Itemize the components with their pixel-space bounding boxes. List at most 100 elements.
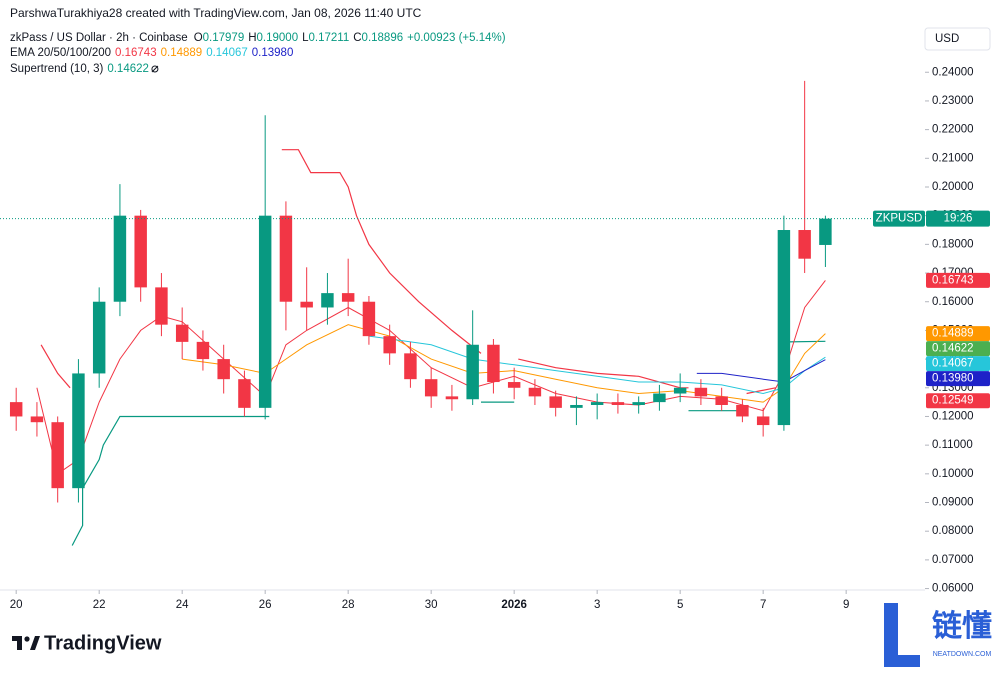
candle-body: [321, 293, 334, 308]
candle-body: [51, 422, 64, 489]
y-tick-label: 0.11000: [932, 439, 973, 451]
price-tag: [926, 272, 990, 288]
logo-dot: [24, 636, 30, 642]
candle-body: [736, 404, 749, 417]
y-tick-label: 0.22000: [932, 124, 974, 136]
x-tick-label: 7: [760, 599, 766, 611]
x-tick-label: 22: [93, 599, 106, 611]
candle-body: [570, 404, 583, 408]
y-tick-label: 0.07000: [932, 554, 974, 566]
last-price-symbol: ZKPUSD: [876, 213, 923, 225]
price-tag-label: 0.14889: [932, 328, 974, 340]
y-tick-label: 0.21000: [932, 152, 974, 164]
x-tick-label: 5: [677, 599, 683, 611]
candle-body: [9, 402, 23, 417]
candle-body: [819, 218, 832, 245]
candle-body: [279, 215, 293, 302]
candle-body: [549, 396, 562, 408]
candle-body: [300, 301, 313, 308]
candle-body: [777, 230, 791, 426]
ohlc-value: 0.17979: [203, 32, 245, 44]
candle-body: [238, 379, 251, 408]
candle-body: [92, 301, 106, 374]
x-tick-label: 9: [843, 599, 849, 611]
candle-body: [798, 230, 811, 259]
y-tick-label: 0.12000: [932, 410, 974, 422]
price-tag-label: 0.14622: [932, 343, 974, 355]
supertrend-label: Supertrend (10, 3): [10, 63, 104, 75]
y-tick-label: 0.16000: [932, 296, 974, 308]
candle-body: [30, 416, 44, 423]
candle-body: [632, 402, 645, 405]
candle-body: [611, 402, 625, 405]
ema-line: [696, 359, 826, 383]
x-tick-label: 30: [425, 599, 438, 611]
price-tag: [926, 326, 990, 342]
supertrend-line: [746, 387, 776, 395]
logo-mark: [12, 636, 22, 650]
price-tag-label: 0.14067: [932, 358, 974, 370]
candle-body: [673, 387, 687, 394]
supertrend-line: [40, 344, 71, 389]
candle-body: [134, 215, 147, 288]
ohlc-key: H: [248, 32, 256, 44]
last-price-symbol-box: [873, 210, 925, 227]
currency-box[interactable]: [924, 27, 991, 51]
y-tick-label: 0.20000: [932, 181, 974, 193]
y-tick-label: 0.24000: [932, 66, 974, 78]
price-tag: [926, 356, 990, 372]
ohlc-value: 0.18896: [362, 32, 404, 44]
price-tag-label: 0.16743: [932, 274, 974, 286]
x-tick-label: 20: [10, 599, 23, 611]
candle-body: [196, 341, 210, 360]
logo-mark: [30, 636, 40, 650]
price-tag-label: 0.12549: [932, 395, 974, 407]
candle-body: [175, 324, 189, 342]
candle-body: [756, 416, 770, 426]
ohlc-key: C: [353, 32, 361, 44]
y-tick-label: 0.06000: [932, 583, 974, 595]
tradingview-logo: TradingView: [12, 632, 162, 654]
candle-body: [445, 396, 459, 400]
ohlc-key: O: [194, 32, 203, 44]
price-tag: [926, 341, 990, 357]
logo-text: TradingView: [44, 632, 162, 654]
candle-body: [341, 293, 355, 302]
x-tick-label: 28: [342, 599, 355, 611]
ema-label: EMA 20/50/100/200: [10, 47, 111, 59]
x-tick-label: 24: [176, 599, 189, 611]
symbol-legend: zkPass / US Dollar · 2h · Coinbase O0.179…: [10, 32, 506, 44]
attribution: ParshwaTurakhiya28 created with TradingV…: [10, 6, 422, 20]
y-tick-label: 0.09000: [932, 497, 974, 509]
price-tag: [926, 393, 990, 409]
ema-value: 0.14889: [161, 47, 203, 59]
plot: [0, 80, 925, 546]
change: +0.00923 (+5.14%): [407, 32, 506, 44]
candle-body: [404, 353, 417, 380]
y-tick-label: 0.18000: [932, 238, 974, 250]
x-tick-label: 3: [594, 599, 600, 611]
ema-value: 0.13980: [252, 47, 294, 59]
supertrend-value: 0.14622: [107, 63, 149, 75]
supertrend-line: [281, 149, 482, 354]
price-tag: [926, 371, 990, 387]
candle-body: [528, 387, 542, 397]
y-tick-label: 0.10000: [932, 468, 974, 480]
candle-body: [487, 344, 500, 383]
candle-body: [694, 387, 708, 397]
currency[interactable]: USD: [935, 33, 959, 45]
candle-body: [113, 215, 127, 302]
candle-body: [424, 379, 438, 397]
candle-body: [383, 336, 396, 354]
watermark-sub: NEATDOWN.COM: [933, 651, 992, 658]
countdown: 19:26: [944, 213, 973, 225]
hide-icon: [151, 65, 159, 73]
candle-body: [590, 402, 604, 405]
watermark-text: 链懂: [932, 609, 992, 643]
candle-body: [258, 215, 272, 408]
candle-body: [715, 396, 728, 405]
candle-body: [217, 359, 230, 380]
